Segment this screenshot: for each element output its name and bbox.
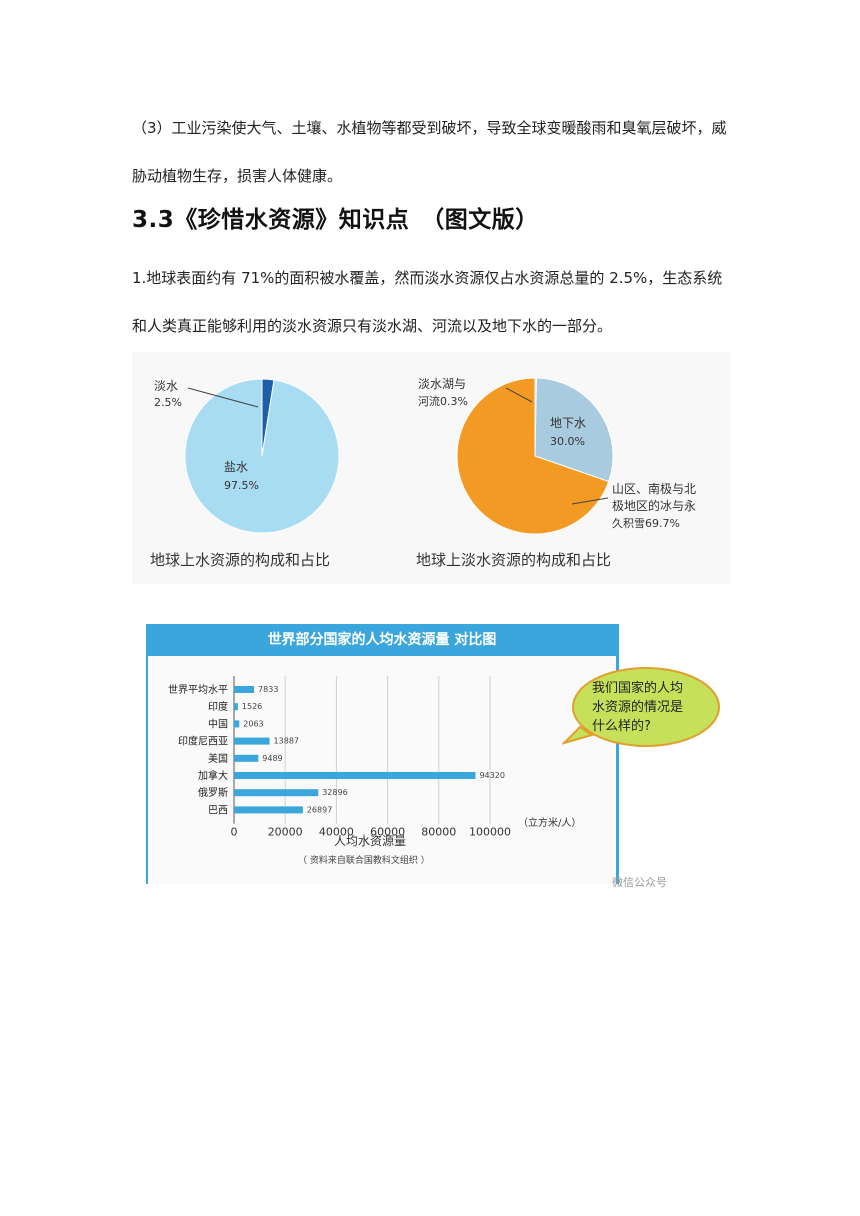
pie1-salt-label: 盐水: [224, 460, 248, 474]
bubble-line-2: 水资源的情况是: [592, 699, 683, 715]
bar-x-tick-label: 60000: [370, 826, 405, 839]
pie2-ground-label: 地下水: [550, 416, 586, 430]
bar-x-ticks: 0 20000 40000 60000 80000 100000: [231, 826, 512, 839]
bar-x-axis-label: 人均水资源量: [334, 834, 406, 848]
bubble-line-1: 我们国家的人均: [592, 680, 683, 696]
pie1-fresh-label: 淡水: [154, 379, 178, 393]
pie2-ground-value: 30.0%: [550, 435, 585, 448]
pie-fresh-water: [456, 377, 614, 535]
watermark-text: 微信公众号: [612, 876, 667, 889]
pie1-slice-salt: [184, 378, 340, 534]
bar-mark: [234, 686, 255, 693]
bar-source: （ 资料来自联合国教科文组织 ）: [298, 854, 430, 866]
bar-x-tick-label: 100000: [469, 826, 511, 839]
bar-value-label: 94320: [479, 771, 504, 780]
paragraph-industrial-pollution: （3）工业污染使大气、土壤、水植物等都受到破坏，导致全球变暖酸雨和臭氧层破坏，威…: [132, 119, 727, 185]
bar-category-label: 中国: [208, 717, 228, 730]
pie2-ice-label-line3: 久积雪69.7%: [612, 517, 680, 530]
pie1-fresh-value: 2.5%: [154, 396, 182, 409]
pie-charts-svg: 淡水 2.5% 盐水 97.5% 地球上水资源的构成和占比 淡水湖与 河流0.3…: [150, 376, 696, 569]
bar-value-label: 1526: [242, 702, 262, 711]
bar-value-label: 9489: [262, 754, 282, 763]
pie2-slice-ground: [534, 377, 614, 483]
pie1-fresh-leader-line: [187, 387, 259, 408]
bar-category-label: 印度尼西亚: [178, 735, 228, 748]
bar-mark: [234, 720, 240, 728]
bar-mark: [234, 737, 270, 745]
section-heading: 3.3《珍惜水资源》知识点 （图文版）: [132, 207, 539, 233]
bar-category-label: 美国: [208, 752, 228, 765]
bar-x-tick-label: 80000: [421, 826, 456, 839]
pie2-lake-value: 河流0.3%: [418, 394, 468, 408]
bar-chart-title: 世界部分国家的人均水资源量 对比图: [148, 624, 616, 656]
bar-unit: （立方米/人）: [518, 816, 581, 829]
speech-bubble-body: [572, 667, 720, 747]
bar-category-label: 印度: [208, 700, 228, 713]
bar-value-label: 13887: [274, 737, 299, 746]
pie-total-water: [184, 378, 340, 534]
pie-charts-figure: 淡水 2.5% 盐水 97.5% 地球上水资源的构成和占比 淡水湖与 河流0.3…: [132, 352, 730, 584]
pie1-title: 地球上水资源的构成和占比: [150, 551, 330, 569]
bar-mark: [234, 806, 303, 814]
bubble-line-3: 什么样的?: [592, 718, 651, 734]
speech-bubble: 我们国家的人均 水资源的情况是 什么样的?: [562, 667, 720, 747]
pie2-lake-label: 淡水湖与: [418, 376, 466, 391]
bar-category-label: 巴西: [208, 804, 228, 816]
bar-chart-figure: 世界部分国家的人均水资源量 对比图 世界平均水平印度中国印度尼西亚美国加拿大俄罗…: [146, 624, 619, 884]
bar-mark: [234, 703, 238, 711]
speech-bubble-tail: [562, 725, 595, 745]
bar-grid: [233, 676, 491, 824]
bar-value-label: 26897: [307, 805, 332, 814]
bar-mark: [234, 772, 476, 779]
bar-value-label: 2063: [243, 719, 263, 728]
paragraph-water-coverage: 1.地球表面约有 71%的面积被水覆盖，然而淡水资源仅占水资源总量的 2.5%，…: [132, 269, 723, 335]
pie2-ice-label-line2: 极地区的冰与永: [612, 498, 696, 513]
pie2-ice-leader-line: [571, 497, 609, 505]
bar-category-label: 世界平均水平: [168, 684, 228, 696]
bar-x-tick-label: 0: [231, 826, 238, 839]
pie2-lake-leader-line: [505, 387, 533, 403]
pie2-slice-ice: [456, 377, 610, 535]
bar-category-label: 加拿大: [198, 769, 228, 782]
bar-value-label: 7833: [258, 685, 278, 694]
pie2-ice-label-line1: 山区、南极与北: [612, 481, 696, 496]
bar-category-label: 俄罗斯: [198, 786, 228, 799]
pie1-salt-value: 97.5%: [224, 479, 259, 492]
bar-marks: 7833 1526 2063 13887 9489 94320 32896 26897: [234, 685, 505, 814]
bar-x-tick-label: 20000: [268, 826, 303, 839]
bar-mark: [234, 789, 319, 797]
bar-mark: [234, 754, 259, 762]
bar-x-tick-label: 40000: [319, 826, 354, 839]
bar-value-label: 32896: [322, 788, 347, 797]
pie2-title: 地球上淡水资源的构成和占比: [416, 551, 611, 569]
